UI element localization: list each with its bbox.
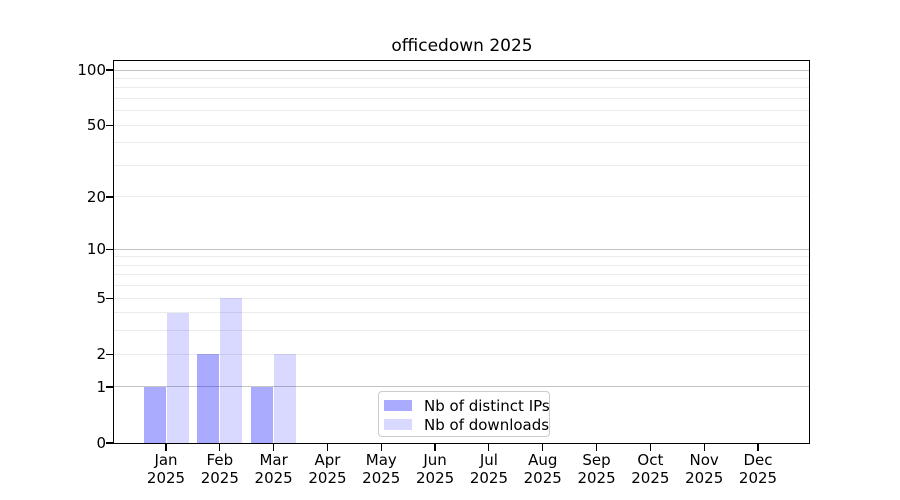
x-axis-tick-label: Jan 2025: [134, 451, 198, 487]
x-axis-tick-label: Feb 2025: [188, 451, 252, 487]
x-axis-tick-label: Mar 2025: [242, 451, 306, 487]
year-label: 2025: [200, 469, 239, 487]
y-axis-tick: [106, 442, 114, 444]
y-axis-tick: [106, 353, 114, 355]
month-label: Dec: [743, 451, 773, 469]
bar-distinct-ips: [197, 354, 220, 443]
bar-distinct-ips: [143, 386, 166, 443]
y-axis-tick: [106, 69, 114, 71]
minor-gridline: [114, 330, 810, 332]
minor-gridline: [114, 87, 810, 89]
legend-label-downloads: Nb of downloads: [424, 415, 550, 434]
year-label: 2025: [362, 469, 401, 487]
x-axis-tick-label: Oct 2025: [618, 451, 682, 487]
minor-gridline: [114, 77, 810, 79]
chart-title: officedown 2025: [391, 36, 533, 56]
legend-swatch-distinct-ips: [384, 400, 412, 411]
x-axis-tick-label: Aug 2025: [511, 451, 575, 487]
minor-gridline: [114, 124, 810, 126]
year-label: 2025: [146, 469, 186, 487]
month-label: Oct: [637, 451, 664, 469]
x-axis-tick: [219, 444, 221, 451]
y-axis-tick-label: 100: [77, 61, 106, 80]
x-axis-tick: [380, 444, 382, 451]
month-label: Jan: [154, 451, 178, 469]
year-label: 2025: [523, 469, 562, 487]
x-axis-tick: [757, 444, 759, 451]
bar-distinct-ips: [251, 386, 274, 443]
x-axis-tick: [488, 444, 490, 451]
y-axis-tick-label: 50: [86, 116, 106, 135]
legend-label-distinct-ips: Nb of distinct IPs: [424, 396, 550, 415]
month-label: Nov: [689, 451, 719, 469]
month-label: Apr: [314, 451, 341, 469]
y-axis-tick: [106, 386, 114, 388]
year-label: 2025: [415, 469, 455, 487]
x-axis-tick-label: Sep 2025: [565, 451, 629, 487]
legend-item-distinct-ips: Nb of distinct IPs: [384, 396, 550, 415]
minor-gridline: [114, 312, 810, 314]
minor-gridline: [114, 142, 810, 144]
bar-downloads: [220, 298, 243, 443]
year-label: 2025: [685, 469, 724, 487]
x-axis-tick: [595, 444, 598, 451]
bar-downloads: [274, 354, 297, 443]
y-axis-tick-label: 2: [96, 345, 106, 364]
y-axis-tick-label: 10: [86, 240, 106, 259]
x-axis-tick-label: Jul 2025: [457, 451, 521, 487]
y-axis-tick-label: 20: [86, 187, 106, 206]
x-axis-tick-label: Dec 2025: [726, 451, 790, 487]
y-axis-tick: [106, 196, 114, 198]
major-gridline: [114, 386, 810, 388]
minor-gridline: [114, 165, 810, 166]
minor-gridline: [114, 297, 810, 299]
year-label: 2025: [631, 469, 670, 487]
year-label: 2025: [308, 469, 347, 487]
minor-gridline: [114, 256, 810, 258]
y-axis-tick: [106, 248, 114, 250]
month-label: Jul: [479, 451, 498, 469]
month-label: Sep: [582, 451, 611, 469]
legend-swatch-downloads: [384, 419, 412, 430]
y-axis-tick-label: 5: [96, 289, 106, 308]
minor-gridline: [114, 274, 810, 276]
x-axis-tick: [165, 444, 167, 451]
year-label: 2025: [738, 469, 778, 487]
legend-item-downloads: Nb of downloads: [384, 415, 549, 434]
month-label: Aug: [528, 451, 558, 469]
x-axis-tick: [326, 444, 329, 451]
year-label: 2025: [469, 469, 508, 487]
y-axis-tick: [106, 297, 114, 299]
minor-gridline: [114, 98, 810, 100]
month-label: May: [365, 451, 397, 469]
y-axis-tick-label: 0: [96, 434, 106, 452]
month-label: Feb: [206, 451, 234, 469]
major-gridline: [114, 248, 810, 250]
month-label: Mar: [259, 451, 288, 469]
bar-downloads: [166, 312, 189, 443]
x-axis-tick: [273, 444, 275, 451]
year-label: 2025: [254, 469, 293, 487]
major-gridline: [114, 69, 810, 71]
x-axis-tick-label: May 2025: [349, 451, 413, 487]
x-axis-tick: [434, 444, 436, 451]
x-axis-tick-label: Nov 2025: [672, 451, 736, 487]
x-axis-tick-label: Jun 2025: [403, 451, 467, 487]
year-label: 2025: [577, 469, 616, 487]
minor-gridline: [114, 110, 810, 112]
legend: Nb of distinct IPs Nb of downloads: [378, 391, 550, 437]
month-label: Jun: [423, 451, 447, 469]
minor-gridline: [114, 196, 810, 198]
minor-gridline: [114, 285, 810, 287]
minor-gridline: [114, 264, 810, 266]
x-axis-tick: [703, 444, 705, 451]
minor-gridline: [114, 353, 810, 355]
y-axis-tick-label: 1: [96, 377, 106, 396]
y-axis-tick: [106, 124, 114, 126]
x-axis-tick: [542, 444, 544, 451]
x-axis-tick: [649, 444, 651, 451]
x-axis-tick-label: Apr 2025: [295, 451, 359, 487]
